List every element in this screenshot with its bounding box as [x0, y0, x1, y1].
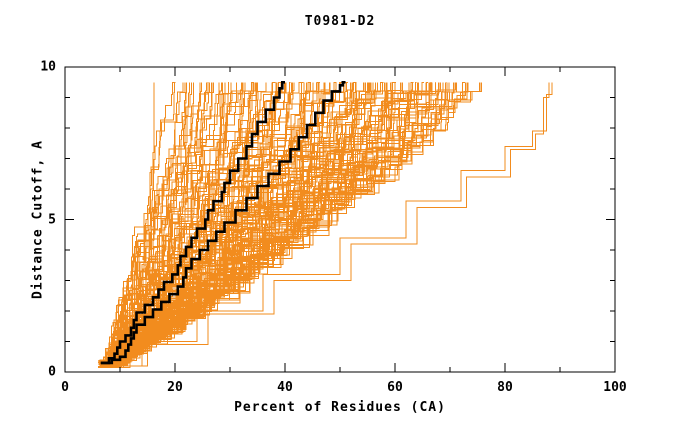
prediction-curve — [100, 82, 229, 367]
prediction-curve — [107, 82, 454, 367]
prediction-curve — [109, 81, 209, 361]
x-tick-label: 40 — [277, 380, 293, 395]
x-axis-label: Percent of Residues (CA) — [234, 400, 446, 415]
prediction-curve — [100, 82, 482, 364]
y-tick-label: 5 — [48, 212, 56, 227]
prediction-curve — [101, 82, 455, 361]
prediction-curves-layer — [98, 81, 553, 368]
x-tick-label: 0 — [61, 380, 69, 395]
prediction-curve — [103, 82, 482, 363]
x-tick-label: 60 — [387, 380, 403, 395]
chart-title: T0981-D2 — [304, 14, 376, 29]
outlier-high-1 — [103, 82, 553, 367]
reference-curves-layer — [100, 81, 346, 365]
reference-model-1 — [100, 81, 285, 365]
prediction-curve — [102, 82, 257, 361]
y-tick-label: 0 — [48, 364, 56, 380]
y-tick-label: 10 — [40, 59, 56, 75]
prediction-curve — [104, 81, 384, 363]
outlier-high-2 — [103, 82, 550, 367]
prediction-curve — [105, 82, 201, 368]
prediction-curve — [98, 82, 481, 362]
prediction-curve — [99, 82, 190, 363]
outlier-left-steep — [100, 82, 155, 367]
prediction-curve — [110, 82, 244, 366]
prediction-curve — [102, 82, 457, 364]
reference-model-2 — [100, 81, 346, 365]
x-tick-label: 20 — [167, 380, 183, 395]
x-tick-label: 100 — [603, 380, 627, 395]
prediction-curve — [100, 81, 414, 361]
axis-frame-layer — [64, 66, 616, 373]
x-tick-label: 80 — [497, 380, 513, 395]
